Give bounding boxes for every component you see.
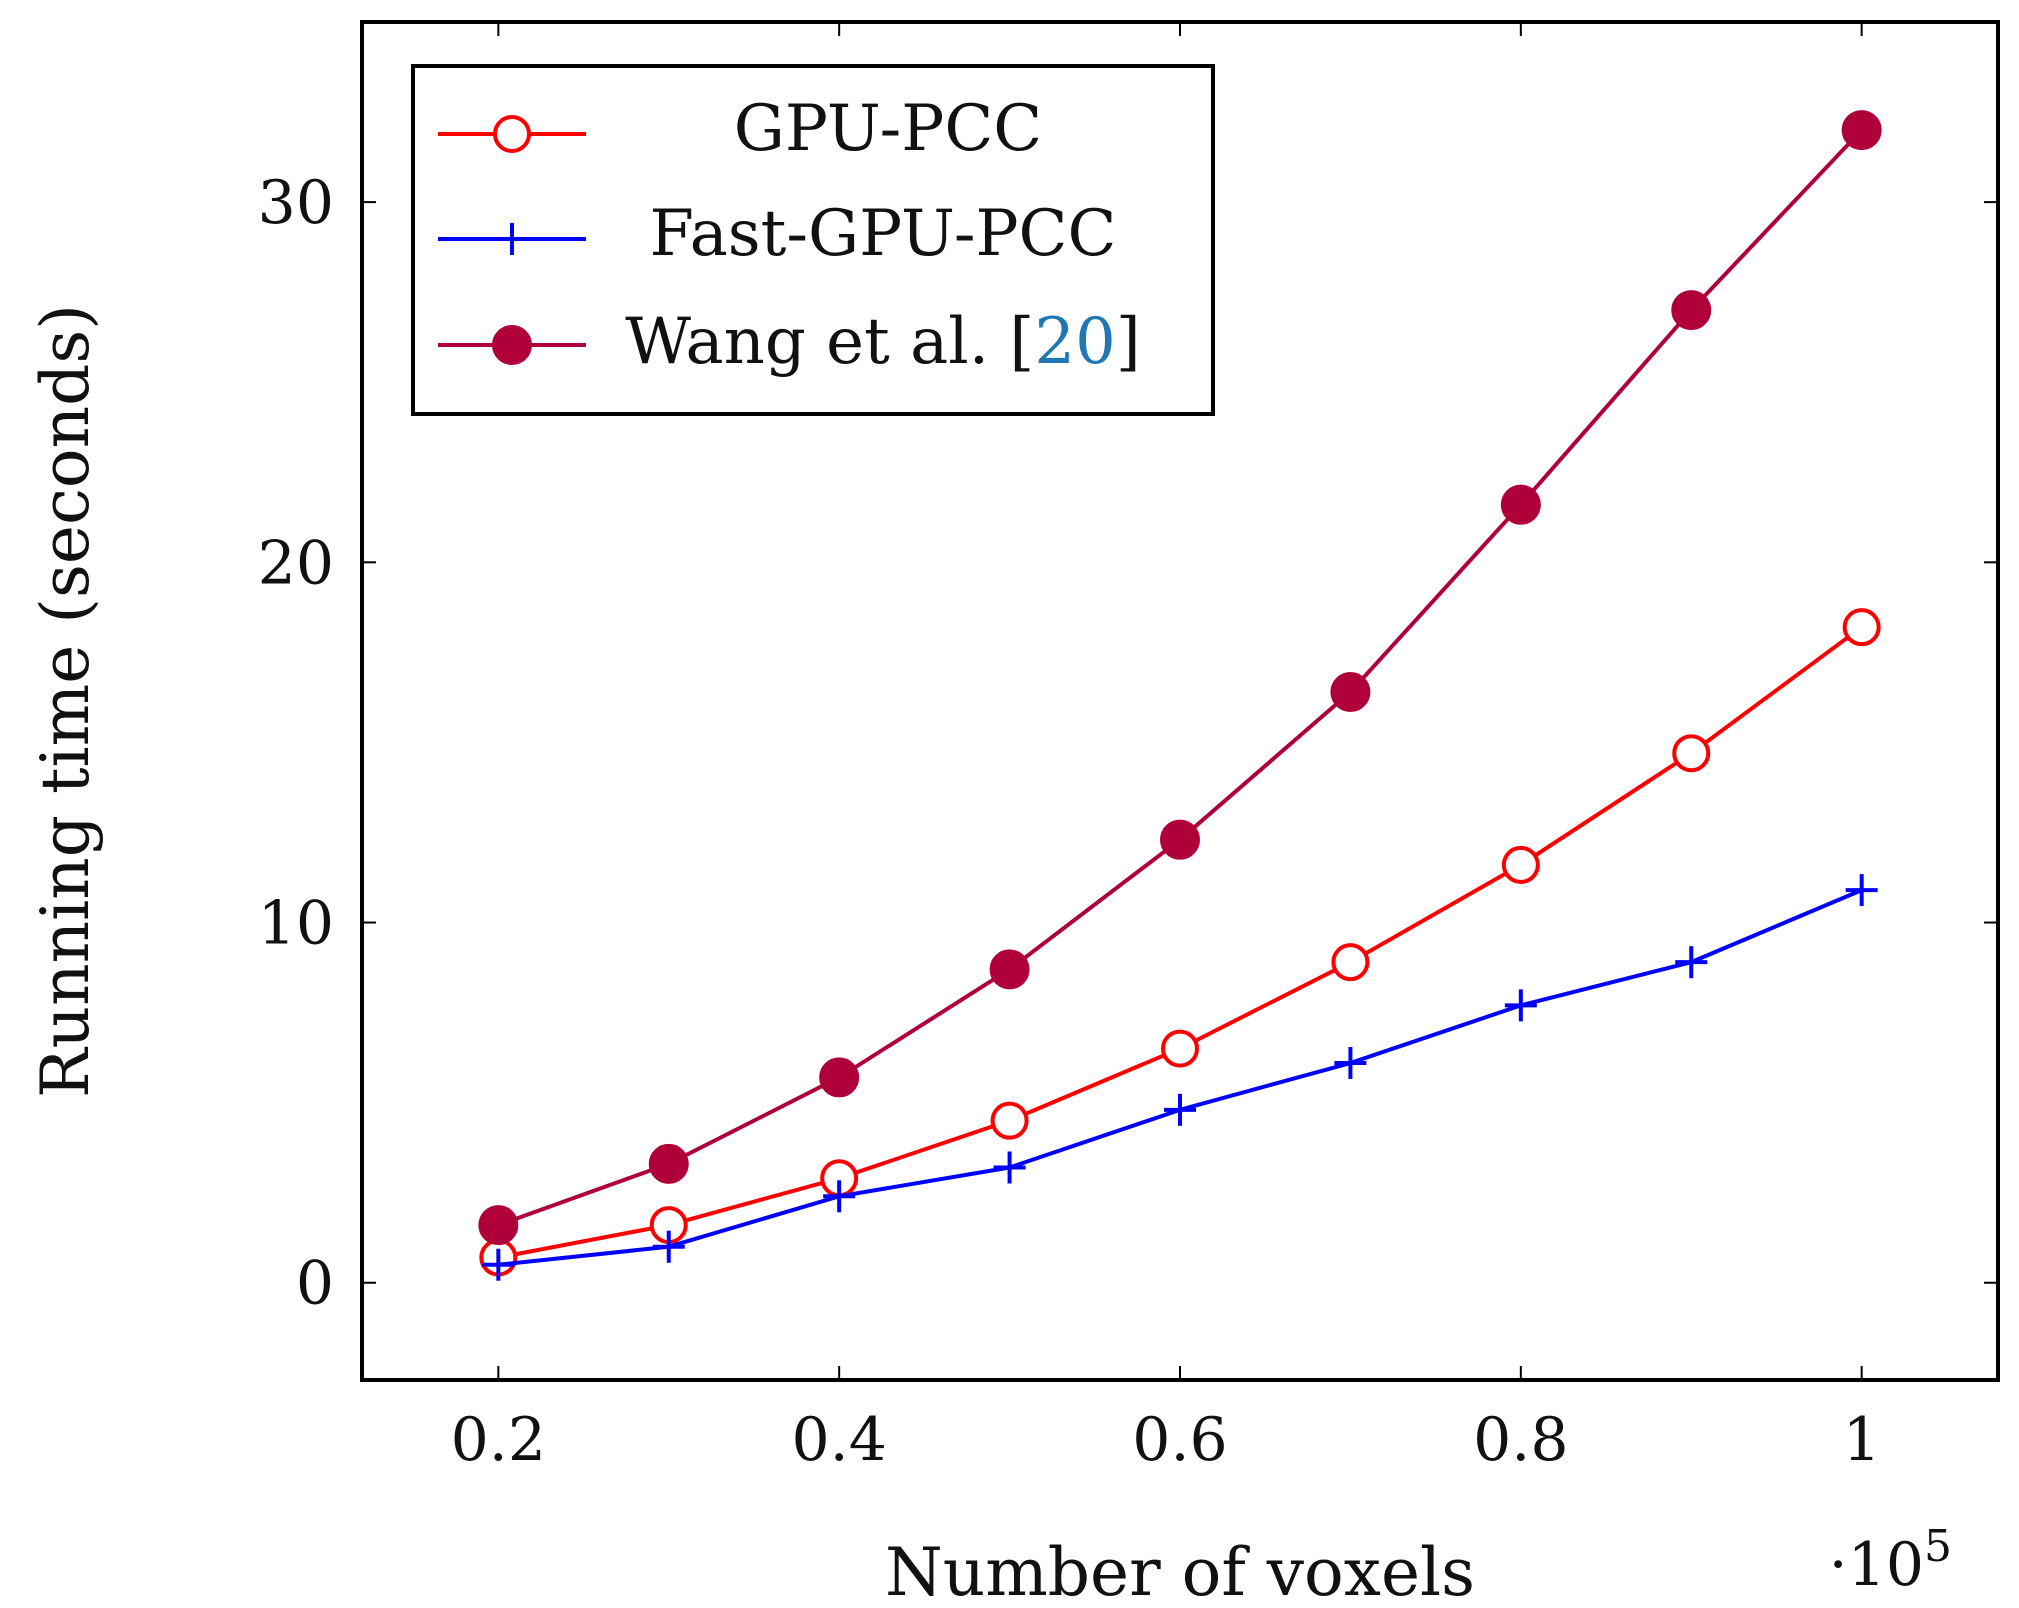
legend-entry-fast-gpu-pcc	[438, 223, 586, 255]
legend: GPU-PCC Fast-GPU-PCC Wang et al. [20]	[411, 64, 1215, 416]
x-tick-label: 0.6	[1132, 1405, 1227, 1475]
x-multiplier-base: ·10	[1829, 1530, 1924, 1600]
legend-label-fast-gpu-pcc: Fast-GPU-PCC	[650, 197, 1117, 271]
data-point-gpu-pcc	[1842, 608, 1881, 647]
data-point-wang-et-al-20	[989, 949, 1030, 990]
y-tick-label: 10	[258, 889, 334, 959]
legend-citation-ref[interactable]: 20	[1034, 305, 1115, 379]
data-point-fast-gpu-pcc	[1504, 989, 1537, 1022]
series-wang-et-al-20	[478, 110, 1882, 1246]
data-point-fast-gpu-pcc	[1164, 1093, 1196, 1126]
data-point-gpu-pcc	[1501, 845, 1540, 884]
y-tick-label: 0	[296, 1249, 334, 1319]
legend-entry-wang-et-al-20	[438, 325, 586, 365]
series-line-gpu-pcc	[497, 625, 1863, 1260]
legend-swatch-marker	[492, 325, 532, 365]
x-tick-label: 0.4	[791, 1405, 886, 1475]
data-point-fast-gpu-pcc	[482, 1248, 515, 1281]
legend-citation-suffix: ]	[1116, 305, 1141, 379]
data-point-wang-et-al-20	[1330, 671, 1371, 712]
x-axis-title: Number of voxels	[885, 1534, 1475, 1608]
data-point-fast-gpu-pcc	[1845, 874, 1878, 907]
legend-entry-gpu-pcc	[438, 115, 586, 153]
legend-label-gpu-pcc: GPU-PCC	[734, 92, 1043, 166]
data-point-wang-et-al-20	[819, 1057, 860, 1098]
y-axis-title: Running time (seconds)	[27, 304, 104, 1098]
x-tick-label: 0.2	[451, 1405, 546, 1475]
data-point-wang-et-al-20	[1500, 484, 1541, 525]
data-point-fast-gpu-pcc	[652, 1230, 685, 1263]
data-point-gpu-pcc	[1672, 734, 1711, 773]
series-fast-gpu-pcc	[482, 874, 1878, 1281]
x-tick-label: 0.8	[1473, 1405, 1568, 1475]
y-tick-label: 20	[258, 528, 334, 598]
x-tick-label: 1	[1843, 1405, 1881, 1475]
data-point-fast-gpu-pcc	[993, 1151, 1026, 1184]
data-point-wang-et-al-20	[1160, 819, 1200, 860]
data-point-gpu-pcc	[1161, 1029, 1199, 1068]
y-axis-ticks: 0 10 20 30	[258, 168, 1998, 1319]
series-gpu-pcc	[479, 608, 1881, 1277]
data-point-wang-et-al-20	[648, 1143, 689, 1184]
x-multiplier-exponent: 5	[1924, 1521, 1952, 1572]
legend-label-wang-et-al: Wang et al. [20]	[625, 305, 1141, 379]
legend-swatch-marker	[496, 223, 528, 255]
data-point-fast-gpu-pcc	[1334, 1047, 1367, 1080]
y-tick-label: 30	[258, 168, 334, 238]
data-point-fast-gpu-pcc	[1675, 946, 1708, 979]
data-point-wang-et-al-20	[478, 1205, 519, 1246]
data-point-gpu-pcc	[990, 1101, 1029, 1140]
data-point-fast-gpu-pcc	[823, 1180, 856, 1213]
series-layer	[478, 110, 1882, 1281]
x-axis-multiplier: ·105	[1829, 1521, 1952, 1600]
data-point-wang-et-al-20	[1841, 110, 1882, 151]
data-point-gpu-pcc	[1331, 943, 1370, 982]
legend-swatch-marker	[493, 115, 531, 153]
x-axis-ticks: 0.2 0.4 0.6 0.8 1	[451, 22, 1881, 1475]
legend-entries	[438, 115, 586, 365]
data-point-wang-et-al-20	[1671, 290, 1712, 331]
series-line-fast-gpu-pcc	[498, 888, 1863, 1267]
legend-citation-prefix: Wang et al. [	[625, 305, 1034, 379]
